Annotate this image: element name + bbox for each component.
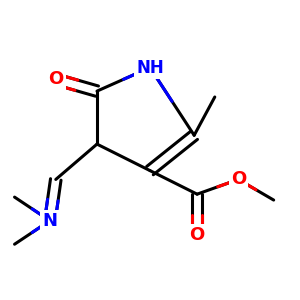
Text: O: O	[48, 70, 63, 88]
Text: NH: NH	[136, 58, 164, 76]
Text: O: O	[190, 226, 205, 244]
Text: O: O	[190, 226, 205, 244]
Text: N: N	[42, 212, 57, 230]
Text: O: O	[231, 170, 246, 188]
Text: N: N	[42, 212, 57, 230]
Text: NH: NH	[136, 58, 164, 76]
Text: O: O	[48, 70, 63, 88]
Text: O: O	[231, 170, 246, 188]
